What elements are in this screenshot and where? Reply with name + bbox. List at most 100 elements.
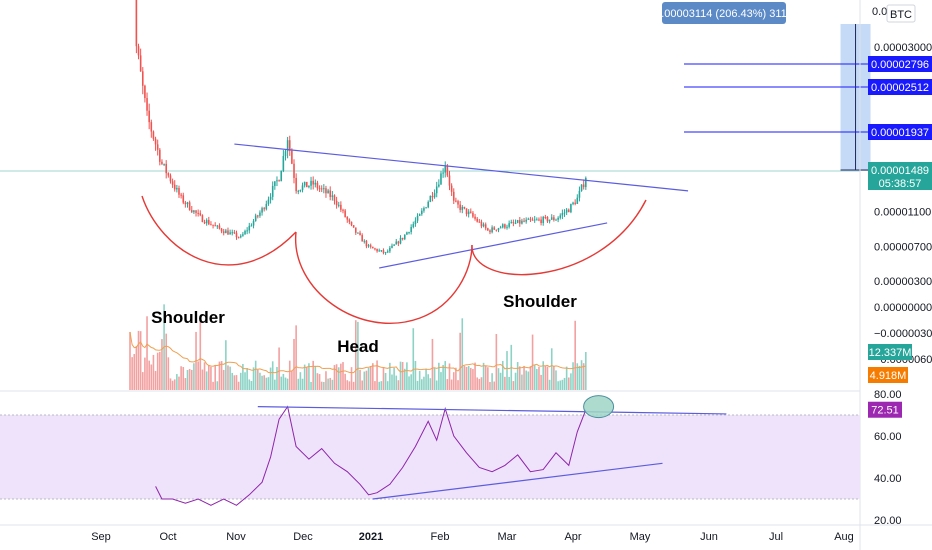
volume-bar [214,365,216,390]
candle [472,212,474,217]
candle [529,218,532,220]
volume-bar [470,367,472,390]
volume-bar [271,361,274,390]
candle [512,222,515,224]
volume-bar [237,381,240,390]
candle [173,184,176,190]
volume-bar [514,372,517,390]
candle [190,210,193,213]
rsi-y-tick-label: 40.00 [874,473,902,485]
candle [210,224,212,226]
volume-bar [487,367,489,390]
trendline-layer [234,143,689,269]
candle [182,195,185,203]
candles-layer [135,0,587,255]
candle [159,149,161,162]
candle [161,161,163,164]
candle [220,228,223,232]
candle [263,208,265,210]
candle [352,225,355,228]
volume-bar [261,375,263,390]
candle [184,202,187,205]
volume-bar [354,320,357,390]
candle [438,184,440,187]
volume-bar [310,381,312,390]
candle [316,182,319,189]
candle [350,221,353,226]
volume-bar [150,364,153,390]
rsi-support-line [372,462,663,500]
volume-bar [429,378,432,390]
volume-bar [235,375,238,390]
volume-bar [203,362,206,390]
volume-bar [572,362,574,390]
volume-bar [133,354,136,390]
volume-bar [406,362,408,390]
volume-bar [465,366,468,390]
candle [229,232,231,235]
volume-bar [403,368,406,390]
candle [214,225,216,227]
volume-bar [516,362,519,390]
pattern-annotation: Shoulder [503,292,577,311]
candle [333,195,336,201]
head-arc [295,231,473,324]
candle [567,209,570,213]
candle [414,220,417,225]
volume-bar [467,366,470,390]
volume-bar [546,366,549,390]
y-tick-label: 0.0( [872,6,891,18]
volume-bar [218,361,221,390]
volume-bar [284,377,287,390]
volume-bar [274,379,276,390]
volume-bar [335,364,338,390]
volume-bar [435,380,438,390]
candle [286,140,289,152]
volume-bar [308,363,310,390]
volume-bar [171,380,174,390]
last-price-label: 0.00001489 [871,165,929,177]
volume-bar [391,374,393,390]
candle [559,215,562,218]
volume-bar [305,367,308,390]
volume-bar [301,378,304,390]
candle [199,213,202,216]
candle [497,228,500,231]
volume-bar [489,381,491,390]
candle [342,209,344,211]
candle [335,200,338,206]
candle [244,230,246,235]
volume-bar [540,374,542,390]
volume-bar [378,381,381,390]
volume-bar [480,377,483,390]
volume-bar [570,373,572,390]
candle [288,140,291,151]
candle [188,202,191,211]
volume-bar [504,376,506,390]
volume-bar [461,318,464,390]
candle [484,224,487,229]
volume-bar [574,320,576,390]
volume-bar [582,363,585,390]
volume-bar [342,362,344,390]
price-level-label: 0.00001937 [871,127,929,139]
candle [506,226,508,228]
time-axis: Sep Oct Nov Dec 2021 Feb Mar Apr May Jun Jul Aug [91,531,854,543]
candle [425,207,427,209]
candle [570,204,572,213]
candle [252,221,255,226]
candle [489,230,491,233]
candle [427,201,429,208]
candle [323,188,325,190]
annotation-layer: Shoulder Head Shoulder [151,292,577,356]
volume-bar [346,380,349,390]
volume-bar [578,365,581,390]
rsi-value-badge [868,401,902,418]
volume-bar [297,378,300,390]
volume-bar [542,361,545,390]
volume-bar [291,370,293,390]
volume-bar [536,368,538,390]
volume-bar [408,376,410,390]
candle [314,182,317,185]
candle [291,150,293,164]
